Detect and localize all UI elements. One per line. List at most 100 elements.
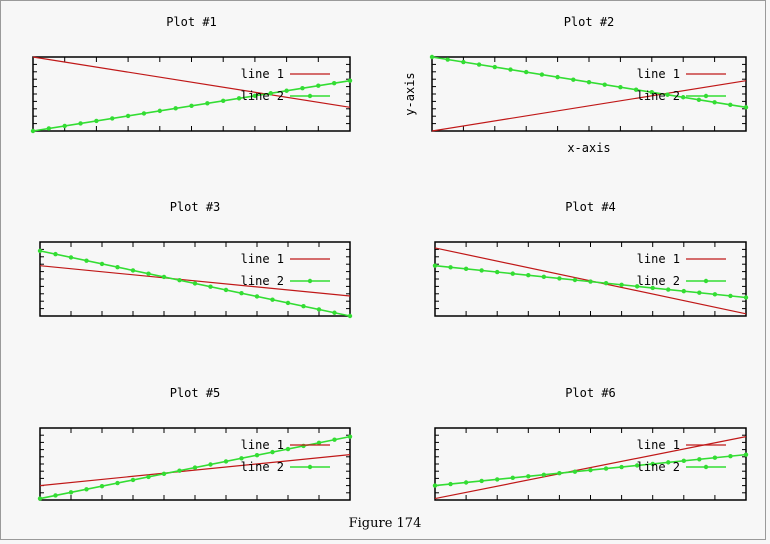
- series-point: [208, 462, 213, 467]
- series-point: [495, 269, 500, 275]
- series-point: [572, 469, 578, 474]
- series-point: [619, 282, 624, 287]
- series-point: [84, 487, 89, 492]
- series-point: [448, 265, 453, 270]
- y-ticks: [40, 248, 350, 310]
- series-point: [332, 310, 337, 315]
- series-point: [347, 313, 353, 319]
- series-point: [53, 493, 58, 498]
- series-point: [78, 121, 83, 126]
- series-point: [316, 307, 322, 312]
- series-point: [586, 79, 592, 85]
- x-ticks: [70, 242, 320, 316]
- series-point: [524, 69, 529, 75]
- series-point: [37, 248, 43, 254]
- series-point: [697, 290, 702, 295]
- plot-6: Plot #6 line 1 line 2: [432, 386, 749, 501]
- legend-marker: [307, 278, 313, 284]
- y-ticks: [435, 434, 746, 494]
- series-point: [130, 268, 136, 273]
- series-point: [665, 92, 670, 97]
- series-point: [68, 490, 74, 495]
- series-point: [650, 461, 655, 467]
- series-point: [270, 297, 275, 302]
- series-point: [208, 284, 213, 289]
- legend-label: line 2: [637, 460, 680, 474]
- x-ticks: [465, 428, 716, 500]
- series-point: [301, 304, 306, 309]
- series-line-1: [39, 265, 351, 297]
- series-point: [161, 274, 167, 280]
- series-point: [99, 483, 105, 489]
- series-point: [634, 463, 640, 468]
- series-point: [285, 446, 291, 452]
- series-point: [221, 98, 226, 104]
- plot-frame: [434, 241, 747, 317]
- plot-frame: [32, 56, 351, 132]
- series-point: [236, 96, 242, 101]
- legend-label: line 2: [637, 89, 680, 103]
- series-point: [541, 274, 547, 280]
- y-ticks: [33, 63, 350, 125]
- plot-frame: [431, 56, 747, 132]
- series-point: [254, 294, 260, 299]
- series-point: [510, 271, 515, 276]
- legend-marker: [307, 93, 313, 99]
- legend-label: line 2: [637, 274, 680, 288]
- series-point: [205, 101, 210, 106]
- series-line-1: [39, 454, 351, 487]
- series-point: [588, 279, 593, 284]
- plot-title: Plot #6: [565, 386, 616, 400]
- plot-3: Plot #3 line 1 line 2: [37, 200, 353, 319]
- series-point: [571, 77, 576, 82]
- series-point: [634, 284, 640, 289]
- series-point: [252, 93, 258, 98]
- series-point: [347, 78, 353, 83]
- series-point: [666, 460, 671, 465]
- series-point: [285, 300, 291, 306]
- series-point: [94, 118, 99, 124]
- legend-label: line 2: [241, 460, 284, 474]
- plot-5: Plot #5 line 1 line 2: [37, 386, 353, 501]
- series-point: [30, 128, 36, 134]
- series-point: [189, 103, 194, 109]
- plot-2: Plot #2 x-axis y-axis line 1 line 2: [403, 15, 749, 155]
- series-point: [697, 457, 702, 462]
- series-point: [223, 459, 229, 464]
- series-point: [316, 83, 321, 88]
- series-point: [602, 82, 607, 87]
- series-point: [177, 277, 182, 283]
- series-point: [539, 72, 545, 77]
- series-line-1: [434, 436, 747, 500]
- series-point: [432, 483, 438, 488]
- series-point: [448, 481, 453, 487]
- series-point: [743, 295, 749, 300]
- series-point: [492, 64, 497, 70]
- series-point: [743, 452, 749, 457]
- series-point: [110, 116, 115, 121]
- plot-title: Plot #5: [170, 386, 221, 400]
- x-ticks: [465, 242, 716, 316]
- series-point: [461, 59, 466, 65]
- legend-marker: [703, 93, 709, 99]
- series-point: [192, 465, 198, 470]
- series-point: [743, 105, 749, 110]
- series-point: [463, 480, 469, 485]
- series-point: [284, 88, 289, 93]
- series-point: [476, 62, 482, 67]
- legend-label: line 1: [241, 252, 284, 266]
- series-point: [555, 74, 560, 80]
- legend-label: line 2: [241, 89, 284, 103]
- legend-label: line 1: [241, 67, 284, 81]
- series-point: [479, 268, 484, 273]
- series-point: [526, 474, 531, 479]
- legend-label: line 1: [637, 438, 680, 452]
- series-point: [146, 271, 151, 276]
- series-point: [347, 434, 353, 439]
- series-point: [508, 67, 513, 72]
- series-point: [130, 477, 136, 483]
- series-point: [712, 455, 718, 460]
- series-point: [728, 102, 733, 108]
